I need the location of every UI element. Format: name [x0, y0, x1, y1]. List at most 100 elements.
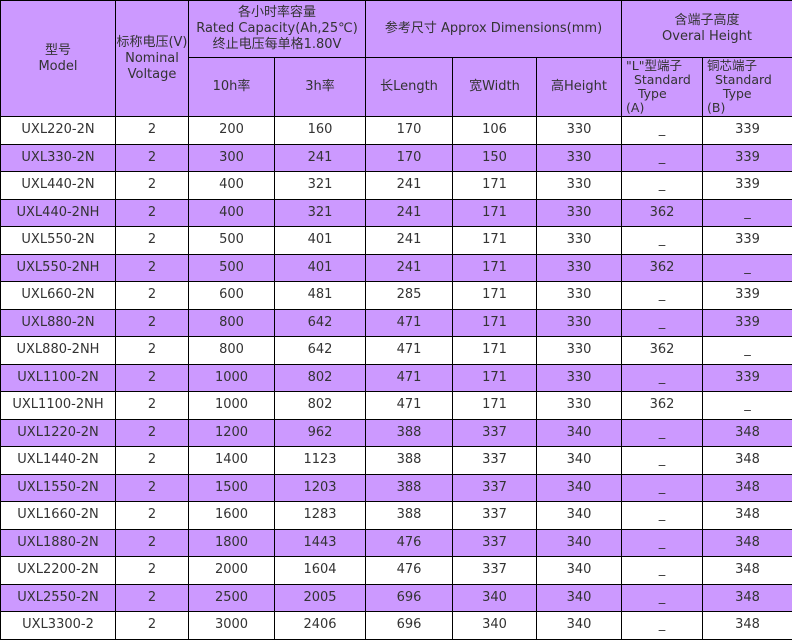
- cell-height-a: _: [621, 143, 704, 172]
- cell-model: UXL1220-2N: [0, 418, 116, 447]
- cell-height-b: 339: [702, 363, 792, 392]
- cell-height: 340: [535, 473, 623, 502]
- cell-cap-3h: 1203: [274, 473, 366, 502]
- cell-width: 337: [452, 418, 537, 447]
- cell-voltage: 2: [115, 391, 189, 420]
- cell-width: 337: [452, 473, 537, 502]
- header-rated-capacity: 各小时率容量 Rated Capacity(Ah,25℃) 终止电压每单格1.80V: [188, 0, 366, 58]
- cell-cap-10h: 1600: [188, 501, 275, 530]
- cell-height: 330: [535, 391, 623, 420]
- cell-cap-3h: 401: [274, 253, 366, 282]
- table-row: UXL880-2N 2 800 642 471 171 330 _ 339: [0, 308, 792, 337]
- cell-height: 330: [535, 363, 623, 392]
- cell-cap-3h: 2005: [274, 583, 366, 612]
- cell-model: UXL550-2NH: [0, 253, 116, 282]
- cell-cap-3h: 642: [274, 336, 366, 365]
- cell-height-a: 362: [621, 391, 704, 420]
- table-row: UXL880-2NH 2 800 642 471 171 330 362 _: [0, 336, 792, 365]
- cell-height-b: 348: [702, 446, 792, 475]
- cell-height-a: _: [621, 171, 704, 200]
- cell-width: 171: [452, 226, 537, 255]
- cell-voltage: 2: [115, 363, 189, 392]
- header-width: 宽Width: [452, 57, 537, 117]
- table-row: UXL440-2N 2 400 321 241 171 330 _ 339: [0, 171, 792, 200]
- cell-cap-10h: 1800: [188, 528, 275, 557]
- cell-model: UXL1660-2N: [0, 501, 116, 530]
- cell-cap-3h: 1283: [274, 501, 366, 530]
- cell-length: 241: [365, 171, 453, 200]
- table-row: UXL1660-2N 2 1600 1283 388 337 340 _ 348: [0, 501, 792, 530]
- cell-model: UXL880-2N: [0, 308, 116, 337]
- cell-height: 330: [535, 226, 623, 255]
- cell-voltage: 2: [115, 528, 189, 557]
- cell-height: 330: [535, 198, 623, 227]
- cell-height-a: _: [621, 116, 704, 145]
- cell-height-b: _: [702, 336, 792, 365]
- cell-length: 241: [365, 226, 453, 255]
- header-height: 高Height: [535, 57, 623, 117]
- table-row: UXL1550-2N 2 1500 1203 388 337 340 _ 348: [0, 473, 792, 502]
- cell-model: UXL880-2NH: [0, 336, 116, 365]
- cell-model: UXL1100-2NH: [0, 391, 116, 420]
- cell-voltage: 2: [115, 336, 189, 365]
- cell-height-a: _: [621, 473, 704, 502]
- cell-voltage: 2: [115, 501, 189, 530]
- cell-voltage: 2: [115, 473, 189, 502]
- cell-model: UXL1100-2N: [0, 363, 116, 392]
- cell-width: 171: [452, 336, 537, 365]
- cell-width: 106: [452, 116, 537, 145]
- cell-model: UXL2200-2N: [0, 556, 116, 585]
- cell-cap-3h: 1443: [274, 528, 366, 557]
- cell-length: 388: [365, 501, 453, 530]
- cell-height-a: _: [621, 363, 704, 392]
- cell-height-b: 348: [702, 501, 792, 530]
- cell-cap-10h: 1400: [188, 446, 275, 475]
- cell-cap-10h: 800: [188, 308, 275, 337]
- cell-cap-10h: 500: [188, 253, 275, 282]
- cell-model: UXL1440-2N: [0, 446, 116, 475]
- table-row: UXL3300-2 2 3000 2406 696 340 340 _ 348: [0, 611, 792, 640]
- cell-height-a: _: [621, 501, 704, 530]
- cell-height-a: _: [621, 418, 704, 447]
- cell-height-b: 339: [702, 308, 792, 337]
- cell-height-a: 362: [621, 198, 704, 227]
- cell-height: 330: [535, 143, 623, 172]
- cell-model: UXL660-2N: [0, 281, 116, 310]
- cell-cap-3h: 802: [274, 391, 366, 420]
- cell-voltage: 2: [115, 171, 189, 200]
- cell-cap-10h: 300: [188, 143, 275, 172]
- cell-height-a: _: [621, 556, 704, 585]
- cell-width: 337: [452, 556, 537, 585]
- cell-cap-10h: 3000: [188, 611, 275, 640]
- cell-length: 476: [365, 528, 453, 557]
- cell-cap-3h: 802: [274, 363, 366, 392]
- cell-height: 330: [535, 253, 623, 282]
- cell-height-b: 339: [702, 281, 792, 310]
- cell-height-b: _: [702, 198, 792, 227]
- cell-height-a: _: [621, 226, 704, 255]
- cell-model: UXL1880-2N: [0, 528, 116, 557]
- header-dimensions: 参考尺寸 Approx Dimensions(mm): [364, 0, 623, 58]
- cell-height-b: 348: [702, 611, 792, 640]
- cell-cap-3h: 160: [274, 116, 366, 145]
- cell-cap-10h: 1000: [188, 363, 275, 392]
- cell-cap-3h: 321: [274, 171, 366, 200]
- cell-length: 696: [365, 583, 453, 612]
- cell-cap-10h: 1200: [188, 418, 275, 447]
- cell-height-b: 339: [702, 143, 792, 172]
- table-row: UXL550-2NH 2 500 401 241 171 330 362 _: [0, 253, 792, 282]
- table-row: UXL2550-2N 2 2500 2005 696 340 340 _ 348: [0, 583, 792, 612]
- header-3h: 3h率: [274, 57, 366, 117]
- table-row: UXL1220-2N 2 1200 962 388 337 340 _ 348: [0, 418, 792, 447]
- cell-width: 337: [452, 501, 537, 530]
- cell-voltage: 2: [115, 446, 189, 475]
- header-length: 长Length: [365, 57, 453, 117]
- cell-voltage: 2: [115, 418, 189, 447]
- cell-height: 340: [535, 583, 623, 612]
- cell-height: 340: [535, 446, 623, 475]
- cell-width: 171: [452, 391, 537, 420]
- cell-width: 337: [452, 528, 537, 557]
- cell-length: 471: [365, 391, 453, 420]
- cell-voltage: 2: [115, 308, 189, 337]
- cell-cap-3h: 241: [274, 143, 366, 172]
